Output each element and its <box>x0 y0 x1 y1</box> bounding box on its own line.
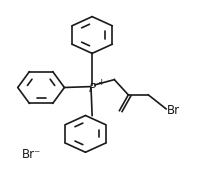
Text: Br: Br <box>167 104 180 117</box>
Text: P: P <box>89 82 96 95</box>
Text: +: + <box>97 78 104 87</box>
Text: Br⁻: Br⁻ <box>22 148 42 160</box>
